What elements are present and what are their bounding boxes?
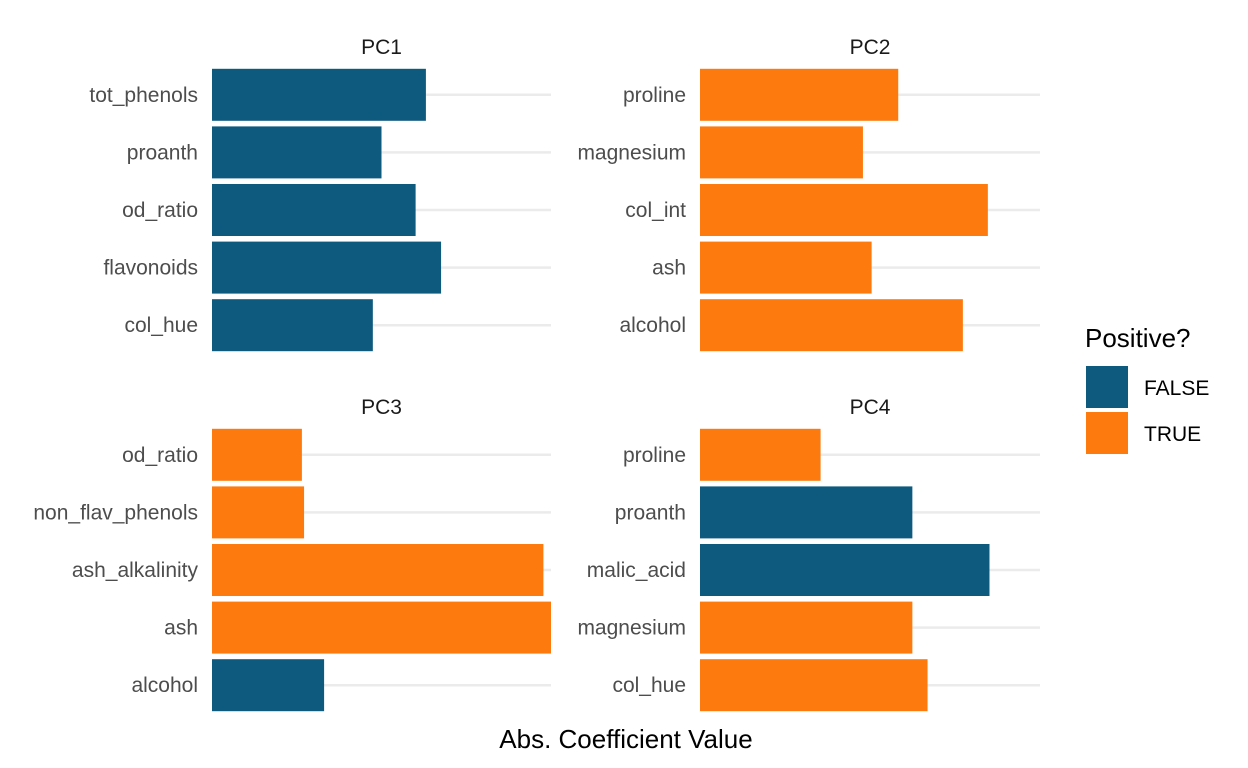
bar xyxy=(700,486,913,539)
bar xyxy=(212,544,544,596)
legend: Positive? FALSE TRUE xyxy=(1085,323,1209,454)
category-label: ash xyxy=(652,257,686,280)
bar xyxy=(700,601,913,654)
bar xyxy=(212,241,442,294)
category-label: od_ratio xyxy=(122,444,198,467)
x-axis-label: Abs. Coefficient Value xyxy=(499,724,752,754)
category-label: ash xyxy=(164,617,198,640)
bar xyxy=(700,184,988,236)
legend-title: Positive? xyxy=(1085,323,1191,353)
category-label: od_ratio xyxy=(122,199,198,222)
bar xyxy=(700,428,821,481)
category-label: proanth xyxy=(615,501,686,524)
category-label: proline xyxy=(623,84,686,107)
category-label: ash_alkalinity xyxy=(72,559,199,582)
panel-pc3: PC3 od_ratio non_flav_phenols ash_alkalinit… xyxy=(33,396,551,712)
category-label: flavonoids xyxy=(103,257,198,280)
panel-pc4: PC4 proline proanth malic_acid magnesium col_… xyxy=(577,396,1040,712)
panel-title: PC4 xyxy=(850,396,891,419)
bar xyxy=(700,544,990,596)
category-label: alcohol xyxy=(619,314,686,337)
bar xyxy=(700,299,963,352)
legend-key-true xyxy=(1086,412,1128,454)
category-label: alcohol xyxy=(131,674,198,697)
panel-title: PC1 xyxy=(361,36,402,59)
bar xyxy=(700,126,863,179)
category-label: tot_phenols xyxy=(89,84,198,107)
bar xyxy=(212,126,382,179)
panel-title: PC3 xyxy=(361,396,402,419)
category-label: non_flav_phenols xyxy=(33,501,198,524)
bar xyxy=(700,659,928,712)
category-label: malic_acid xyxy=(587,559,686,582)
bar xyxy=(212,486,305,539)
legend-label-false: FALSE xyxy=(1144,377,1209,400)
panel-title: PC2 xyxy=(850,36,891,59)
bar xyxy=(212,659,325,712)
category-label: magnesium xyxy=(577,617,686,640)
bar xyxy=(700,68,899,121)
bar xyxy=(212,184,416,236)
bar xyxy=(212,299,373,352)
bar xyxy=(700,241,872,294)
category-label: col_int xyxy=(625,199,686,222)
bar xyxy=(212,68,426,121)
bar xyxy=(212,428,302,481)
legend-label-true: TRUE xyxy=(1144,423,1201,446)
category-label: magnesium xyxy=(577,141,686,164)
category-label: proanth xyxy=(127,141,198,164)
category-label: proline xyxy=(623,444,686,467)
category-label: col_hue xyxy=(124,314,198,337)
bar xyxy=(212,601,551,654)
category-label: col_hue xyxy=(612,674,686,697)
legend-key-false xyxy=(1086,366,1128,408)
